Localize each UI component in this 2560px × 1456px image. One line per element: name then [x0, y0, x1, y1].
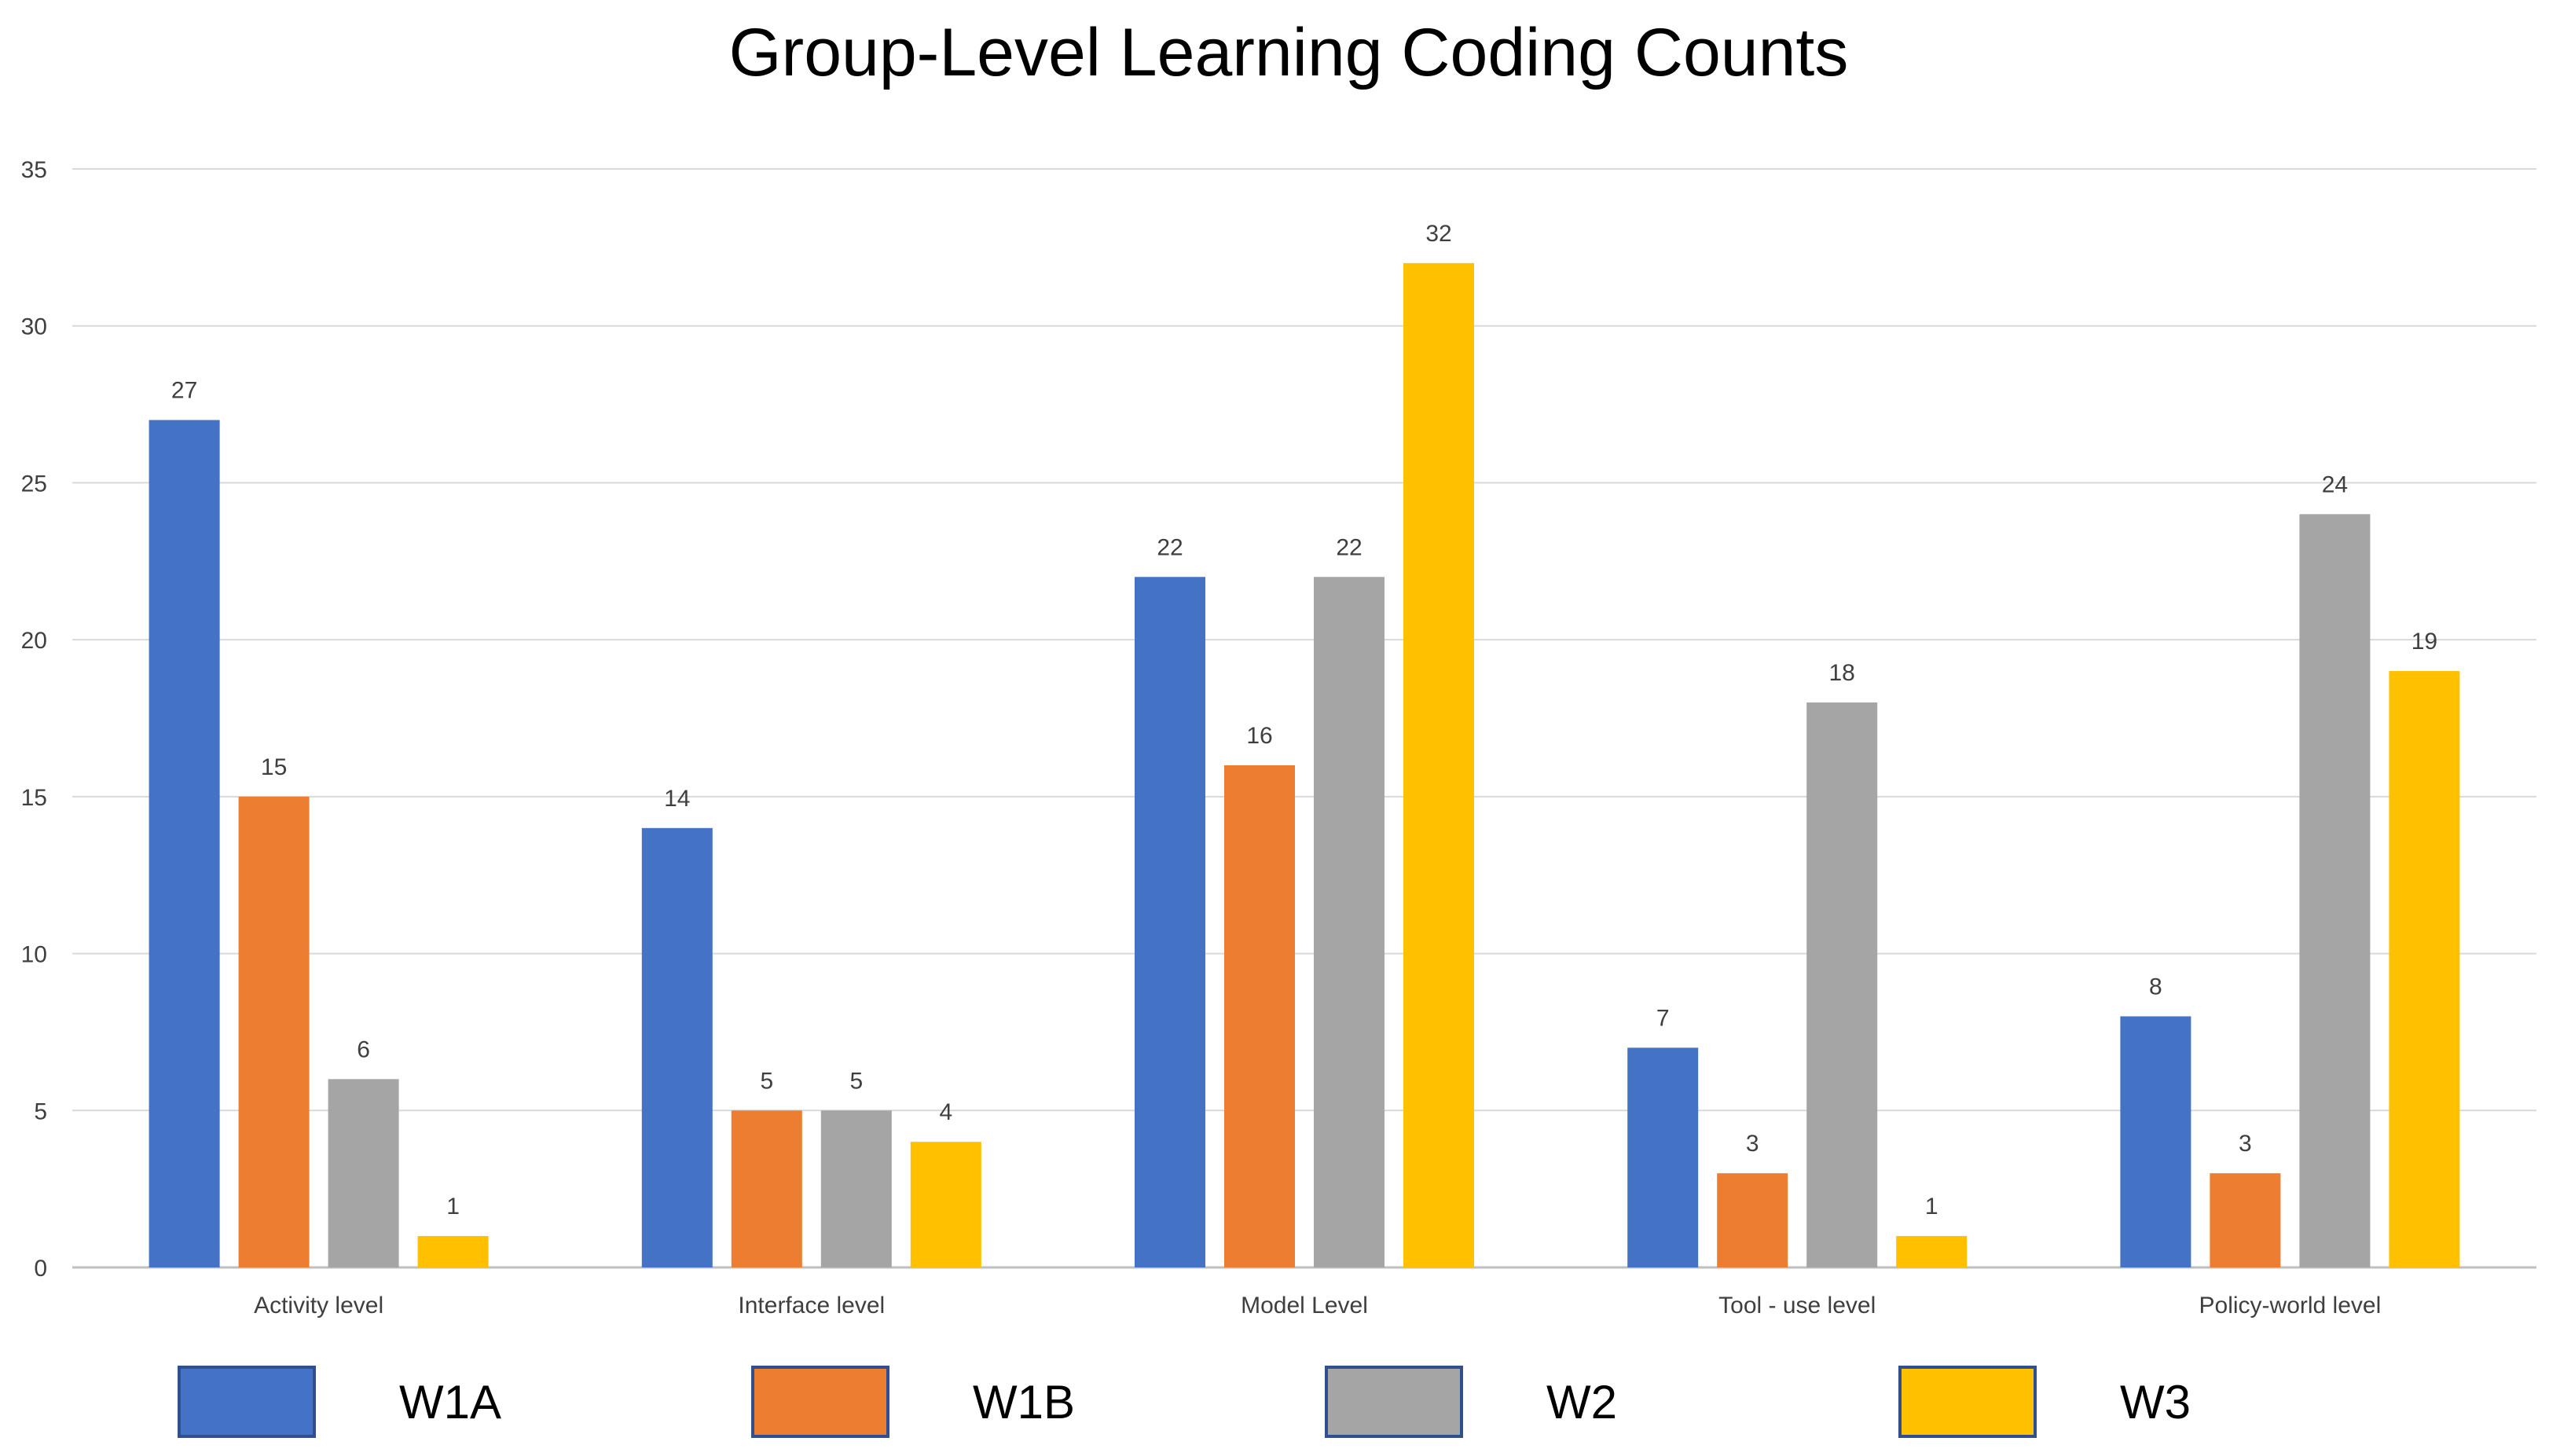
legend-label-w1a: W1A: [399, 1376, 501, 1428]
bar-w1a-1: [149, 420, 220, 1267]
bar-w1a-5: [2120, 1016, 2191, 1267]
data-label: 1: [446, 1194, 460, 1219]
bar-w2-5: [2299, 514, 2371, 1267]
data-label: 27: [171, 378, 197, 404]
bars: [149, 262, 2460, 1267]
bar-w2-1: [328, 1079, 399, 1267]
data-label: 22: [1157, 534, 1183, 560]
x-axis-ticks: Activity level Interface level Model Level…: [254, 1293, 2381, 1318]
x-tick-label: Tool - use level: [1718, 1293, 1876, 1318]
x-tick-label: Activity level: [254, 1293, 383, 1318]
bar-w1b-2: [731, 1110, 802, 1267]
legend-swatch-w1b: [751, 1366, 889, 1438]
data-label: 18: [1829, 660, 1855, 686]
data-label: 16: [1246, 723, 1272, 749]
x-tick-label: Model Level: [1241, 1293, 1368, 1318]
y-tick-label: 25: [21, 471, 47, 497]
bar-w1b-3: [1224, 765, 1295, 1267]
y-tick-label: 0: [34, 1256, 47, 1282]
bar-w1b-4: [1717, 1173, 1788, 1267]
chart-title: Group-Level Learning Coding Counts: [729, 15, 1849, 90]
x-tick-label: Policy-world level: [2199, 1293, 2382, 1318]
bar-w3-3: [1403, 262, 1474, 1267]
data-label: 5: [760, 1068, 773, 1094]
y-tick-label: 10: [21, 942, 47, 968]
legend: W1A W1B W2 W3: [178, 1366, 2191, 1438]
bar-w1a-2: [641, 827, 713, 1267]
bar-w3-2: [910, 1142, 981, 1267]
legend-label-w3: W3: [2120, 1376, 2191, 1428]
bar-w1b-5: [2210, 1173, 2281, 1267]
bar-w2-2: [820, 1110, 892, 1267]
y-axis-ticks: 0 5 10 15 20 25 30 35: [21, 157, 47, 1282]
y-tick-label: 5: [34, 1098, 47, 1124]
data-label: 3: [1746, 1131, 1759, 1157]
x-tick-label: Interface level: [738, 1293, 885, 1318]
data-label: 7: [1656, 1005, 1670, 1031]
data-label: 4: [939, 1099, 952, 1125]
data-label: 1: [1925, 1194, 1938, 1219]
data-label: 15: [261, 754, 287, 780]
bar-w3-5: [2389, 671, 2460, 1267]
bar-w2-4: [1806, 702, 1878, 1267]
bar-w1a-4: [1627, 1047, 1699, 1267]
data-label: 19: [2411, 629, 2437, 655]
legend-swatch-w3: [1898, 1366, 2037, 1438]
bar-w3-1: [417, 1236, 489, 1267]
y-tick-label: 30: [21, 314, 47, 340]
legend-label-w1b: W1B: [973, 1376, 1075, 1428]
data-label: 3: [2239, 1131, 2252, 1157]
y-tick-label: 20: [21, 628, 47, 654]
bar-w1a-3: [1135, 577, 1205, 1267]
legend-swatch-w1a: [178, 1366, 316, 1438]
bar-w2-3: [1314, 577, 1385, 1267]
bar-w3-4: [1896, 1236, 1968, 1267]
legend-swatch-w2: [1325, 1366, 1463, 1438]
y-tick-label: 15: [21, 785, 47, 811]
data-label: 22: [1336, 534, 1362, 560]
data-label: 14: [664, 786, 690, 812]
y-tick-label: 35: [21, 157, 47, 183]
data-label: 8: [2149, 974, 2162, 999]
data-label: 5: [849, 1068, 863, 1094]
data-label: 24: [2322, 471, 2348, 497]
data-label: 6: [357, 1036, 370, 1062]
legend-label-w2: W2: [1546, 1376, 1617, 1428]
data-label: 32: [1425, 221, 1451, 247]
bar-w1b-1: [238, 796, 310, 1267]
